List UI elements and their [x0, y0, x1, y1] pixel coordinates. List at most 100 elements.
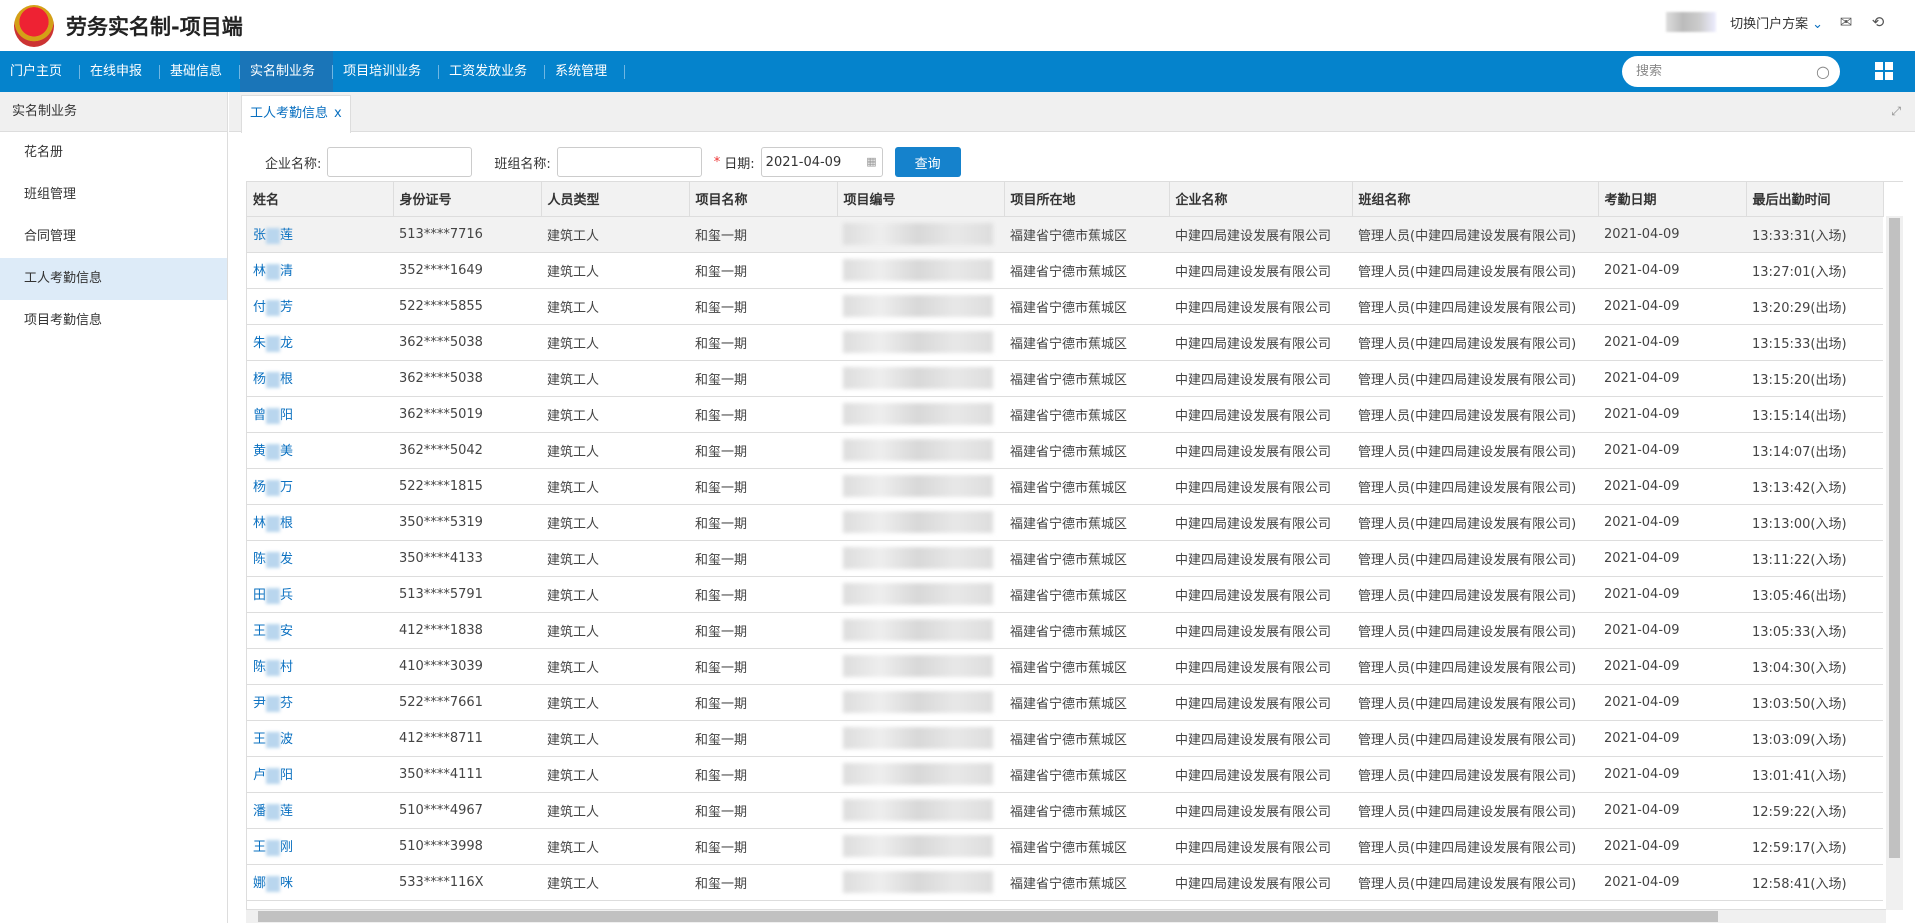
- worker-name-cell[interactable]: 杨万: [247, 468, 393, 505]
- name-first[interactable]: 卢: [253, 768, 267, 784]
- name-first[interactable]: 黄: [253, 444, 267, 460]
- worker-name-cell[interactable]: 张莲: [247, 216, 393, 253]
- worker-name-cell[interactable]: 尹芬: [247, 684, 393, 721]
- column-header[interactable]: 人员类型: [541, 182, 690, 217]
- vertical-scroll-thumb[interactable]: [1889, 218, 1900, 858]
- name-first[interactable]: 林: [253, 516, 267, 532]
- worker-name-cell[interactable]: 曾阳: [247, 396, 393, 433]
- table-row[interactable]: 王安 412****1838 建筑工人 和玺一期 福建省宁德市蕉城区 中建四局建设发展有限…: [247, 612, 1883, 649]
- nav-item[interactable]: 门户主页: [0, 51, 81, 92]
- name-first[interactable]: 田: [253, 588, 267, 604]
- name-last[interactable]: 清: [280, 264, 294, 280]
- name-last[interactable]: 咪: [280, 876, 294, 892]
- table-row[interactable]: 王波 412****8711 建筑工人 和玺一期 福建省宁德市蕉城区 中建四局建设发展有限…: [247, 720, 1883, 757]
- name-last[interactable]: 根: [280, 516, 294, 532]
- name-last[interactable]: 芳: [280, 300, 294, 316]
- name-first[interactable]: 尹: [253, 696, 267, 712]
- sidebar-item[interactable]: 合同管理: [24, 229, 77, 244]
- sidebar-item[interactable]: 项目考勤信息: [24, 313, 103, 328]
- column-header[interactable]: 姓名: [247, 182, 394, 217]
- table-row[interactable]: 曾阳 362****5019 建筑工人 和玺一期 福建省宁德市蕉城区 中建四局建设发展有限…: [247, 396, 1883, 433]
- worker-name-cell[interactable]: 陈村: [247, 648, 393, 685]
- table-row[interactable]: 张莲 513****7716 建筑工人 和玺一期 福建省宁德市蕉城区 中建四局建设发展有限…: [247, 216, 1883, 253]
- nav-item[interactable]: 实名制业务: [240, 51, 334, 92]
- close-icon[interactable]: x: [334, 106, 342, 121]
- column-header[interactable]: 身份证号: [393, 182, 542, 217]
- table-row[interactable]: 尹芬 522****7661 建筑工人 和玺一期 福建省宁德市蕉城区 中建四局建设发展有限…: [247, 684, 1883, 721]
- nav-item[interactable]: 基础信息: [160, 51, 241, 92]
- table-row[interactable]: 杨根 362****5038 建筑工人 和玺一期 福建省宁德市蕉城区 中建四局建设发展有限…: [247, 360, 1883, 397]
- name-first[interactable]: 林: [253, 264, 267, 280]
- mail-icon[interactable]: ✉: [1839, 13, 1853, 31]
- apps-icon[interactable]: [1875, 62, 1893, 80]
- name-last[interactable]: 刚: [280, 840, 294, 856]
- name-first[interactable]: 付: [253, 300, 267, 316]
- worker-name-cell[interactable]: 潘莲: [247, 792, 393, 829]
- worker-name-cell[interactable]: 杨根: [247, 360, 393, 397]
- date-picker[interactable]: ▦: [760, 147, 883, 177]
- nav-item[interactable]: 系统管理: [545, 51, 626, 92]
- search-icon[interactable]: ○: [1816, 62, 1830, 81]
- name-first[interactable]: 王: [253, 732, 267, 748]
- name-first[interactable]: 朱: [253, 336, 267, 352]
- calendar-icon[interactable]: ▦: [866, 155, 877, 168]
- name-first[interactable]: 娜: [253, 876, 267, 892]
- column-header[interactable]: 企业名称: [1169, 182, 1353, 217]
- name-last[interactable]: 莲: [280, 804, 294, 820]
- date-input[interactable]: [760, 147, 883, 177]
- name-first[interactable]: 陈: [253, 660, 267, 676]
- worker-name-cell[interactable]: 林清: [247, 252, 393, 289]
- fullscreen-icon[interactable]: ⤢: [1891, 104, 1901, 118]
- table-row[interactable]: 娜咪 533****116X 建筑工人 和玺一期 福建省宁德市蕉城区 中建四局建设发展有限…: [247, 864, 1883, 901]
- nav-item[interactable]: 在线申报: [80, 51, 161, 92]
- table-row[interactable]: 陈村 410****3039 建筑工人 和玺一期 福建省宁德市蕉城区 中建四局建设发展有限…: [247, 648, 1883, 685]
- name-last[interactable]: 根: [280, 372, 294, 388]
- worker-name-cell[interactable]: 王刚: [247, 828, 393, 865]
- name-last[interactable]: 芬: [280, 696, 294, 712]
- column-header[interactable]: 最后出勤时间: [1746, 182, 1884, 217]
- team-input[interactable]: [556, 147, 702, 177]
- name-last[interactable]: 发: [280, 552, 294, 568]
- query-button[interactable]: 查询: [894, 147, 961, 177]
- company-input[interactable]: [327, 147, 473, 177]
- table-row[interactable]: 潘莲 510****4967 建筑工人 和玺一期 福建省宁德市蕉城区 中建四局建设发展有限…: [247, 792, 1883, 829]
- sidebar-item[interactable]: 班组管理: [24, 187, 77, 202]
- worker-name-cell[interactable]: 田兵: [247, 576, 393, 613]
- name-first[interactable]: 陈: [253, 552, 267, 568]
- nav-item[interactable]: 项目培训业务: [333, 51, 440, 92]
- search-input[interactable]: [1636, 64, 1817, 79]
- table-row[interactable]: 陈发 350****4133 建筑工人 和玺一期 福建省宁德市蕉城区 中建四局建设发展有限…: [247, 540, 1883, 577]
- column-header[interactable]: 班组名称: [1352, 182, 1599, 217]
- table-row[interactable]: 林根 350****5319 建筑工人 和玺一期 福建省宁德市蕉城区 中建四局建设发展有限…: [247, 504, 1883, 541]
- name-last[interactable]: 龙: [280, 336, 294, 352]
- column-header[interactable]: 项目名称: [689, 182, 838, 217]
- worker-name-cell[interactable]: 陈发: [247, 540, 393, 577]
- name-first[interactable]: 王: [253, 840, 267, 856]
- worker-name-cell[interactable]: 朱龙: [247, 324, 393, 361]
- column-header[interactable]: 考勤日期: [1598, 182, 1747, 217]
- tab-worker-attendance[interactable]: 工人考勤信息 x: [241, 95, 351, 133]
- switch-portal-dropdown[interactable]: 切换门户方案 ⌄: [1730, 13, 1823, 32]
- worker-name-cell[interactable]: 王安: [247, 612, 393, 649]
- name-last[interactable]: 莲: [280, 228, 294, 244]
- name-last[interactable]: 村: [280, 660, 294, 676]
- name-last[interactable]: 阳: [280, 408, 294, 424]
- name-first[interactable]: 杨: [253, 372, 267, 388]
- table-row[interactable]: 杨万 522****1815 建筑工人 和玺一期 福建省宁德市蕉城区 中建四局建设发展有限…: [247, 468, 1883, 505]
- column-header[interactable]: 项目所在地: [1004, 182, 1170, 217]
- table-row[interactable]: 卢阳 350****4111 建筑工人 和玺一期 福建省宁德市蕉城区 中建四局建设发展有限…: [247, 756, 1883, 793]
- table-row[interactable]: 田兵 513****5791 建筑工人 和玺一期 福建省宁德市蕉城区 中建四局建设发展有限…: [247, 576, 1883, 613]
- horizontal-scrollbar[interactable]: [246, 910, 1886, 923]
- worker-name-cell[interactable]: 付芳: [247, 288, 393, 325]
- name-first[interactable]: 杨: [253, 480, 267, 496]
- table-row[interactable]: 林清 352****1649 建筑工人 和玺一期 福建省宁德市蕉城区 中建四局建设发展有限…: [247, 252, 1883, 289]
- name-last[interactable]: 安: [280, 624, 294, 640]
- search-box[interactable]: ○: [1622, 56, 1840, 87]
- table-row[interactable]: 朱龙 362****5038 建筑工人 和玺一期 福建省宁德市蕉城区 中建四局建设发展有限…: [247, 324, 1883, 361]
- name-last[interactable]: 阳: [280, 768, 294, 784]
- name-last[interactable]: 兵: [280, 588, 294, 604]
- worker-name-cell[interactable]: 王波: [247, 720, 393, 757]
- sidebar-item[interactable]: 工人考勤信息: [0, 258, 227, 300]
- horizontal-scroll-thumb[interactable]: [258, 911, 1718, 922]
- name-first[interactable]: 潘: [253, 804, 267, 820]
